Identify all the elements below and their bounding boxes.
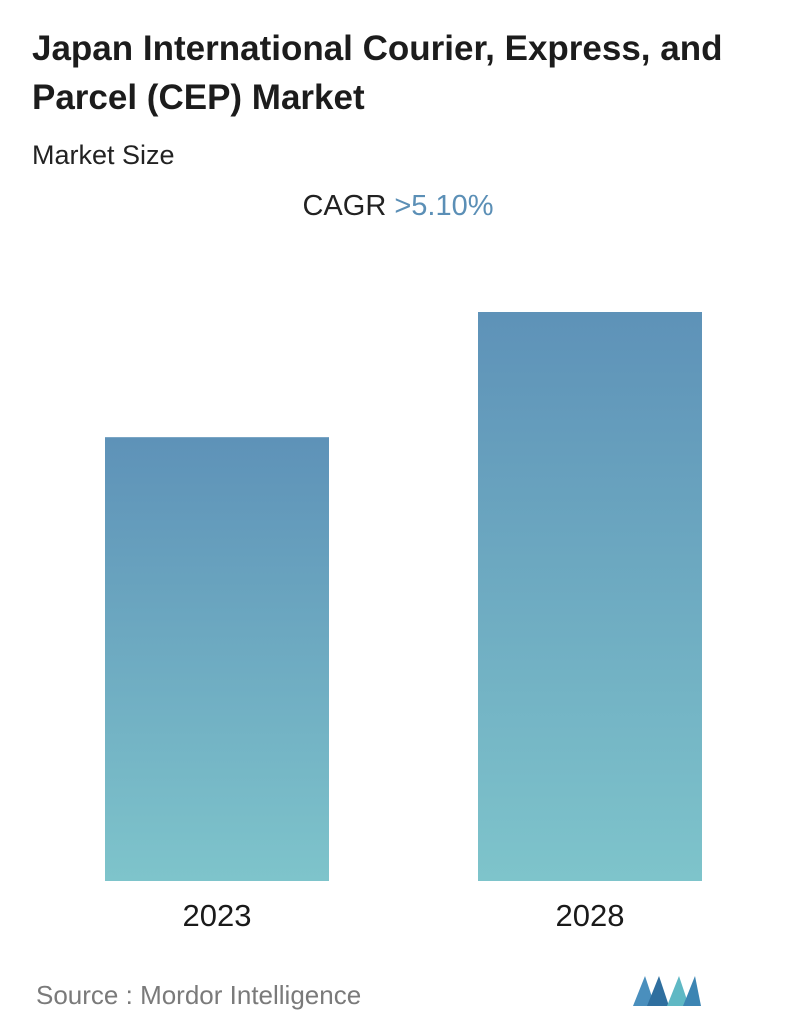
bar-2028 xyxy=(478,312,702,881)
mordor-intelligence-logo-icon xyxy=(633,976,701,1006)
chart-subtitle: Market Size xyxy=(32,140,175,170)
x-tick-label-2023: 2023 xyxy=(183,898,252,933)
cagr-value: >5.10% xyxy=(394,190,494,222)
source-label: Source : xyxy=(36,980,133,1010)
source-name: Mordor Intelligence xyxy=(140,980,362,1010)
cagr-annotation: CAGR >5.10% xyxy=(0,190,796,223)
bars-group xyxy=(105,312,702,881)
x-tick-label-2028: 2028 xyxy=(556,898,625,933)
source-line: Source : Mordor Intelligence xyxy=(36,980,361,1011)
x-tick-labels: 2023 2028 xyxy=(183,898,625,933)
bar-2023 xyxy=(105,437,329,881)
chart-title: Japan International Courier, Express, an… xyxy=(32,29,723,117)
cagr-label: CAGR xyxy=(302,190,387,222)
